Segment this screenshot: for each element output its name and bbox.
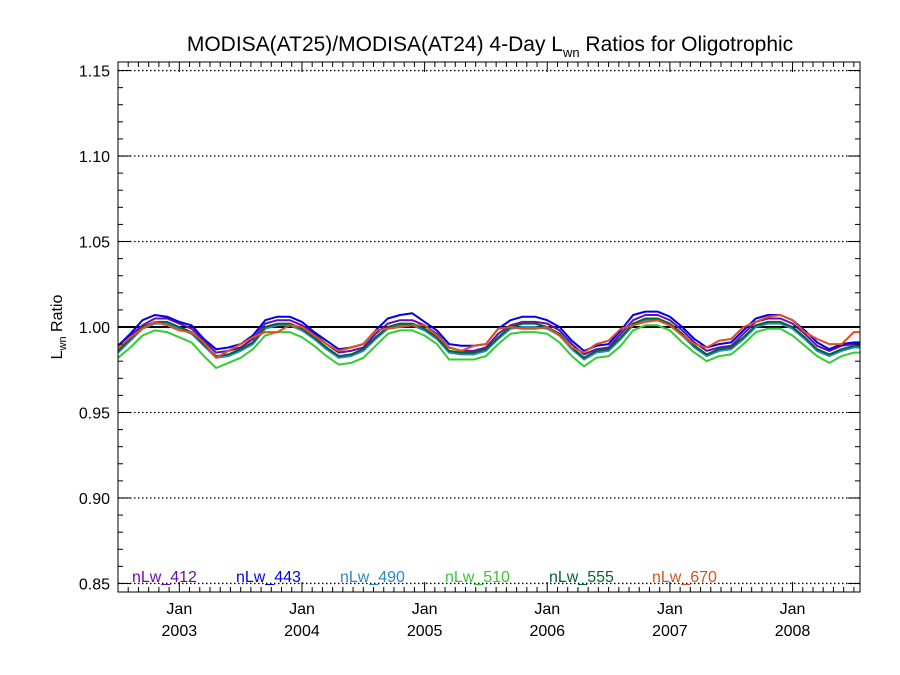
y-tick-label: 0.85 xyxy=(79,576,110,593)
y-tick-label: 0.95 xyxy=(79,405,110,422)
y-axis-label-suffix: Ratio xyxy=(49,295,66,337)
series-lines xyxy=(117,310,860,369)
x-tick-label-month: Jan xyxy=(412,601,438,618)
x-tick-label-month: Jan xyxy=(534,601,560,618)
y-axis-label-subscript: wn xyxy=(57,336,69,351)
x-tick-label-year: 2007 xyxy=(652,623,688,640)
legend-entry-nLw_443: nLw_443 xyxy=(236,569,301,586)
series-line-nLw_555 xyxy=(117,317,860,359)
y-axis: 0.85 0.90 0.95 1.00 1.05 1.10 1.15 xyxy=(79,64,860,593)
x-tick-label-month: Jan xyxy=(657,601,683,618)
x-tick-label-month: Jan xyxy=(166,601,192,618)
y-tick-label: 1.05 xyxy=(79,235,110,252)
x-axis: Jan 2003 Jan 2004 Jan 2005 Jan 2006 Jan 2007 Jan 20… xyxy=(127,62,855,640)
legend-entry-nLw_490: nLw_490 xyxy=(340,569,405,586)
series-line-nLw_412 xyxy=(117,314,860,356)
chart-title-subscript: wn xyxy=(562,45,580,60)
series-line-nLw_510 xyxy=(117,324,860,369)
legend-entry-nLw_670: nLw_670 xyxy=(652,569,717,586)
x-tick-label-year: 2005 xyxy=(407,623,443,640)
series-line-nLw_670 xyxy=(117,314,860,359)
x-tick-label-month: Jan xyxy=(289,601,315,618)
x-tick-label-year: 2004 xyxy=(284,623,320,640)
series-line-nLw_490 xyxy=(117,319,860,361)
chart-title: MODISA(AT25)/MODISA(AT24) 4-Day Lwn Rati… xyxy=(187,33,793,60)
legend: nLw_412 nLw_443 nLw_490 nLw_510 nLw_555 nLw_6… xyxy=(132,569,717,586)
y-tick-label: 1.10 xyxy=(79,149,110,166)
svg-text:Lwn Ratio: Lwn Ratio xyxy=(49,295,69,360)
y-tick-label: 1.00 xyxy=(79,320,110,337)
chart-title-suffix: Ratios for Oligotrophic xyxy=(580,33,794,56)
legend-entry-nLw_555: nLw_555 xyxy=(549,569,614,586)
y-axis-label: Lwn Ratio xyxy=(49,295,69,360)
x-tick-label-month: Jan xyxy=(780,601,806,618)
x-tick-label-year: 2006 xyxy=(529,623,565,640)
y-tick-label: 0.90 xyxy=(79,491,110,508)
legend-entry-nLw_412: nLw_412 xyxy=(132,569,197,586)
legend-entry-nLw_510: nLw_510 xyxy=(445,569,510,586)
y-tick-label: 1.15 xyxy=(79,64,110,81)
x-tick-label-year: 2008 xyxy=(775,623,811,640)
x-tick-label-year: 2003 xyxy=(162,623,198,640)
